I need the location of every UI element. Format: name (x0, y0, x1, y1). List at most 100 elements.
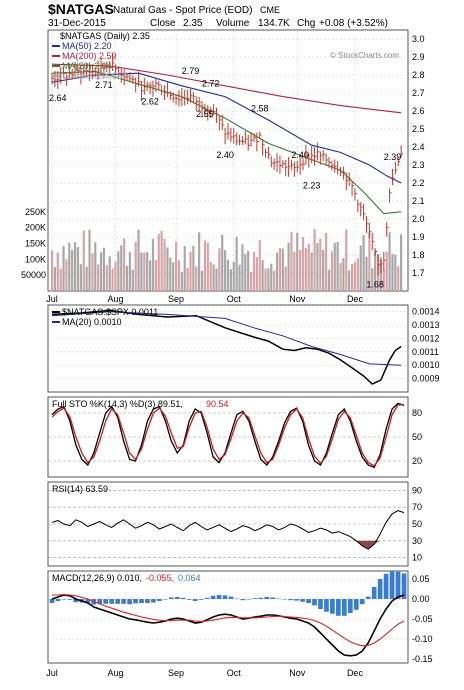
volume-bar (143, 252, 146, 291)
volume-bar (394, 254, 397, 291)
volume-bar (385, 251, 388, 291)
volume-bar (53, 266, 56, 291)
macd-histogram-bar (282, 599, 288, 600)
volume-bar (148, 260, 152, 291)
price-tick-label: 1.8 (412, 250, 425, 260)
price-legend-entry: Volume 134,654 (62, 71, 127, 81)
volume-bar (336, 241, 339, 291)
volume-bar (226, 259, 230, 291)
x-month-label-bottom: Nov (289, 668, 306, 678)
macd-histogram-bar (97, 599, 103, 605)
volume-bar (371, 268, 374, 291)
macd-histogram-bar (61, 599, 67, 600)
ratio-panel: 0.0014 0.0013 0.0012 0.0011 0.0010 0.0009 $NAT… (48, 307, 440, 385)
volume-bar (94, 242, 97, 291)
macd-legend-entry: MACD(12,26,9) 0.010, (52, 573, 142, 583)
rsi-tick-label: 70 (412, 502, 422, 512)
macd-histogram-bar (270, 597, 276, 599)
price-tick-label: 2.6 (412, 106, 425, 116)
x-month-label-top: Dec (347, 294, 364, 304)
rsi-legend-entry: RSI(14) 63.59 (52, 484, 108, 494)
sto-tick-label: 80 (412, 408, 422, 418)
volume-bar (209, 261, 212, 291)
macd-legend-entry: 0.064 (178, 573, 201, 583)
volume-bar (192, 245, 195, 291)
price-tick-label: 1.9 (412, 232, 425, 242)
volume-bar (379, 257, 383, 291)
macd-tick-label: -0.15 (412, 654, 433, 664)
volume-bar (146, 252, 149, 291)
x-month-label-bottom: Dec (347, 668, 364, 678)
volume-bar (169, 257, 172, 291)
volume-bar (91, 253, 94, 291)
volume-bar (200, 270, 204, 291)
symbol-title: $NATGAS (48, 1, 114, 17)
volume-bar (125, 265, 129, 291)
ratio-tick-label: 0.0012 (412, 333, 440, 343)
volume-bar (330, 251, 333, 291)
volume-bar (82, 230, 85, 291)
macd-histogram-bar (365, 596, 371, 599)
x-month-label-bottom: Oct (227, 668, 242, 678)
macd-histogram-bar (276, 598, 282, 600)
volume-bar (186, 268, 189, 291)
volume-bar (235, 236, 238, 291)
x-month-label-bottom: Sep (168, 668, 184, 678)
macd-histogram-bar (318, 599, 323, 609)
volume-bar (255, 257, 258, 291)
volume-bar (368, 232, 371, 291)
volume-bar (273, 270, 276, 291)
price-panel-title: $NATGAS (Daily) 2.35 (60, 31, 150, 41)
macd-histogram-bar (174, 597, 180, 599)
price-annotation: 2.72 (202, 78, 220, 88)
volume-bar (264, 268, 267, 291)
volume-bar (232, 261, 235, 291)
volume-bar (281, 248, 284, 291)
volume-bar (50, 250, 54, 291)
rsi-line (51, 510, 405, 550)
volume-bar (359, 245, 362, 291)
ratio-series-line (51, 311, 402, 366)
volume-bar (174, 241, 178, 291)
volume-bar (137, 229, 140, 291)
ratio-tick-label: 0.0010 (412, 360, 440, 370)
volume-bar (310, 252, 313, 291)
volume-tick-label: 100K (25, 254, 46, 264)
volume-bar (229, 269, 232, 291)
volume-bar (249, 271, 253, 291)
macd-panel: 0.05 0.00 -0.05 -0.10 -0.15 MACD(12,26,9) 0.0… (48, 571, 433, 664)
volume-bar (134, 241, 137, 291)
macd-histogram-bar (401, 573, 407, 599)
x-month-label-top: Oct (227, 294, 242, 304)
macd-histogram-bar (353, 599, 359, 610)
volume-bar (307, 243, 310, 291)
chart-date: 31-Dec-2015 (48, 18, 106, 29)
volume-bar (261, 260, 264, 291)
macd-histogram-bar (312, 599, 317, 606)
volume-bar (218, 248, 221, 291)
macd-tick-label: -0.05 (412, 614, 433, 624)
volume-label: Volume (216, 18, 250, 29)
macd-histogram-bar (371, 587, 377, 599)
volume-bar (345, 229, 348, 291)
volume-bar (299, 249, 302, 291)
volume-bar (97, 264, 100, 291)
volume-bar (56, 252, 59, 291)
volume-bar (140, 252, 143, 291)
volume-bar (304, 247, 308, 291)
price-tick-label: 1.7 (412, 268, 425, 278)
sto-legend-entry: 90.54 (206, 399, 229, 409)
price-legend-entry: MA(50) 2.20 (62, 41, 112, 51)
macd-tick-label: -0.10 (412, 634, 433, 644)
volume-tick-label: 200K (25, 223, 46, 233)
volume-bar (293, 251, 296, 291)
price-legend-entry: MA(20) 2.04 (62, 61, 112, 71)
price-annotation: 2.40 (216, 150, 234, 160)
volume-bar (76, 247, 80, 291)
sto-legend-entry: Full STO %K(14,3) %D(3) 89.51, (52, 399, 183, 409)
volume-bar (296, 232, 299, 291)
volume-bar (348, 270, 351, 291)
rsi-tick-label: 10 (412, 553, 422, 563)
